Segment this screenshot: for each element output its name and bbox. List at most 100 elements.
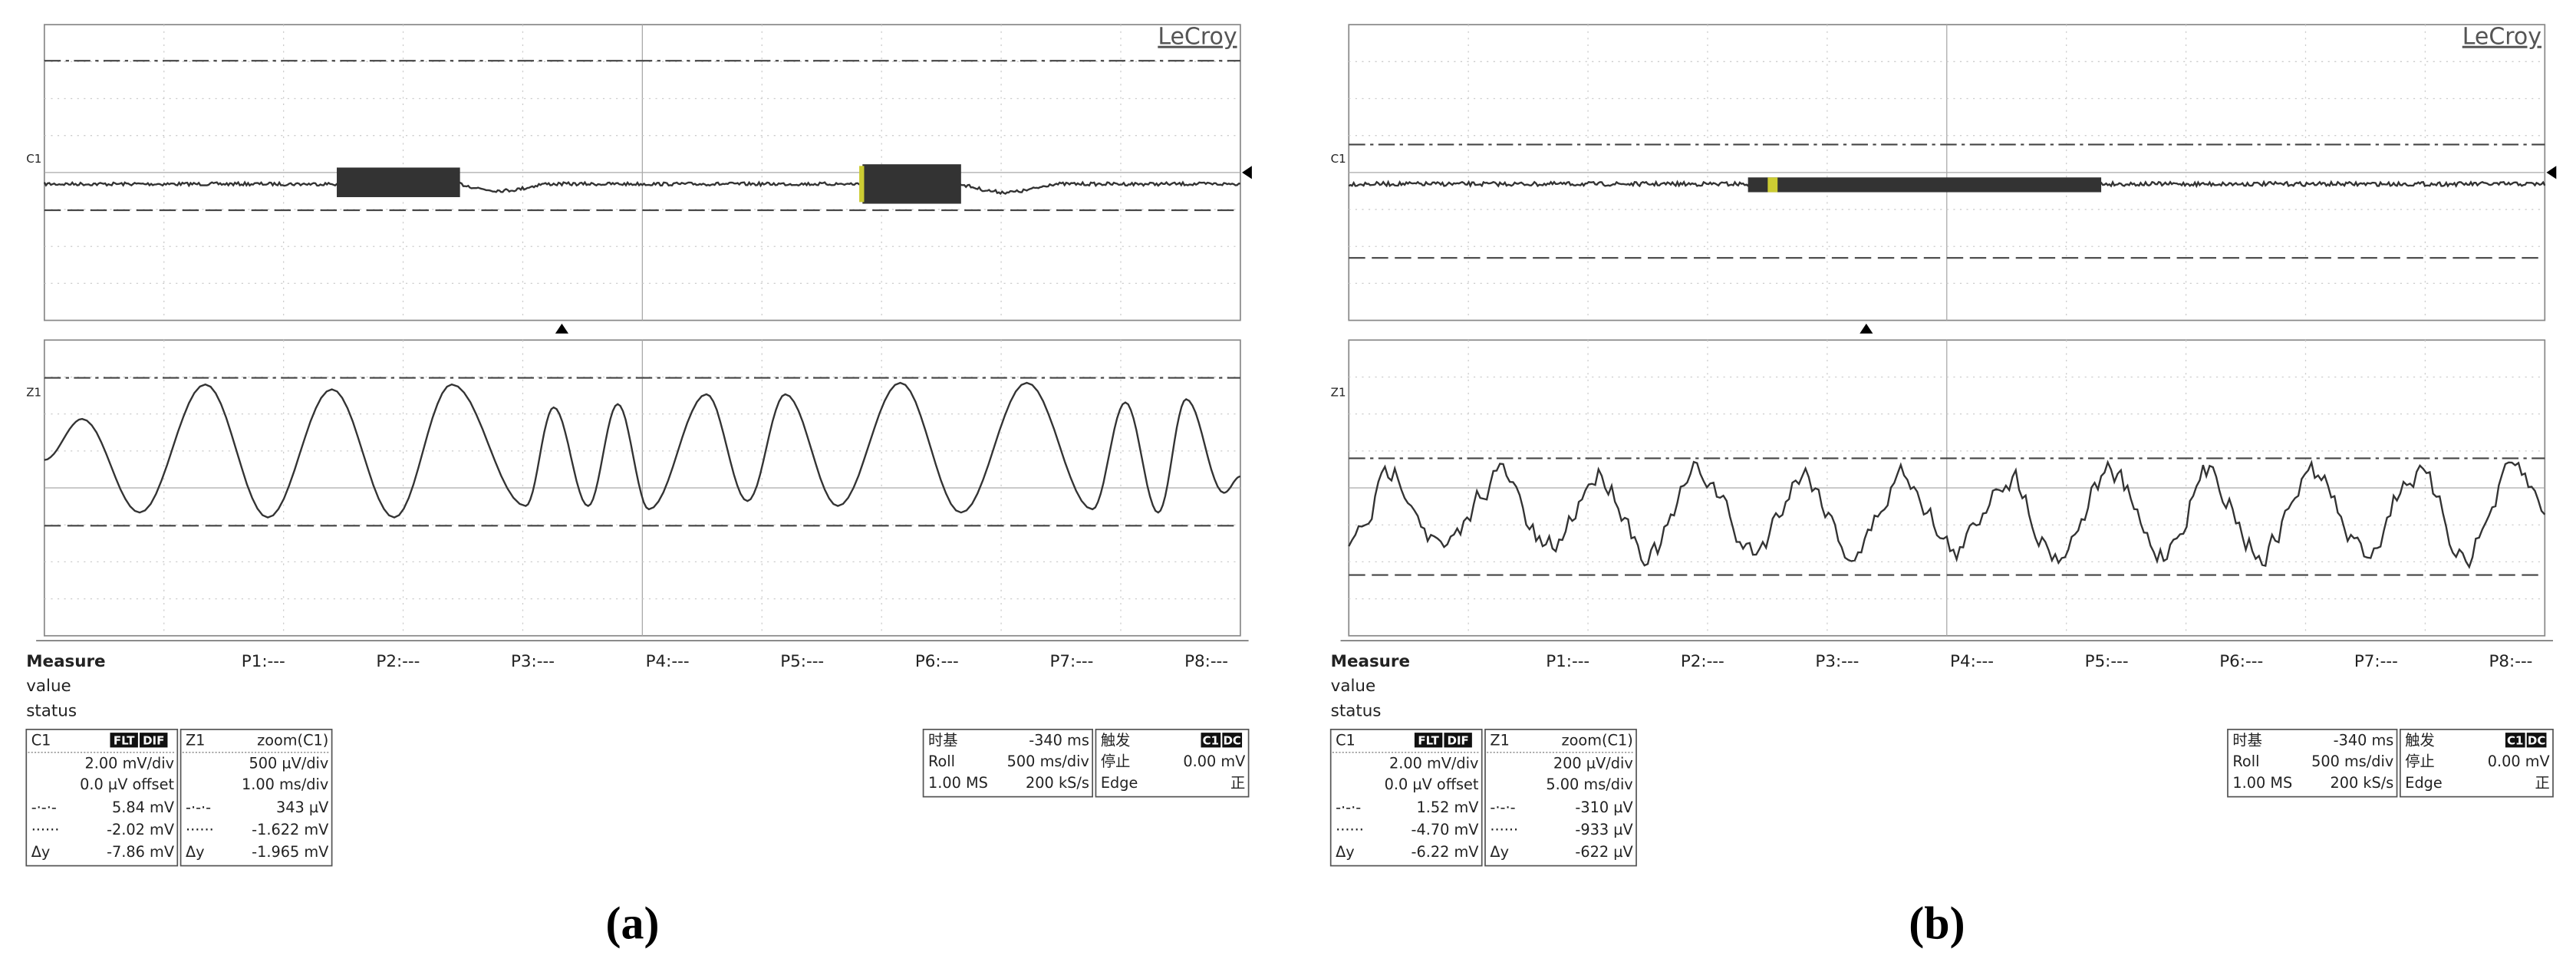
trigger-row-value: 0.00 mV bbox=[2488, 753, 2551, 770]
cursor-value: 5.84 mV bbox=[112, 799, 175, 816]
upper-trace bbox=[43, 180, 1241, 196]
zoom-source: zoom(C1) bbox=[257, 731, 328, 749]
cursor-marker: Δy bbox=[186, 843, 205, 861]
measure-param: P6:--- bbox=[2219, 652, 2263, 671]
cursor-marker: Δy bbox=[1336, 843, 1355, 861]
cursor-value: -7.86 mV bbox=[107, 843, 175, 861]
level-marker bbox=[1242, 166, 1252, 180]
cursor-value: -1.622 mV bbox=[252, 821, 329, 838]
lower-trace bbox=[1348, 460, 2546, 569]
measure-row-label: value bbox=[26, 677, 71, 696]
cursor-marker: ······ bbox=[31, 821, 60, 838]
cursor-value: -2.02 mV bbox=[107, 821, 175, 838]
burst bbox=[1748, 177, 2102, 193]
lower-trace bbox=[44, 381, 1241, 519]
timebase-value: 500 ms/div bbox=[2311, 753, 2393, 770]
zoom-marker bbox=[859, 166, 865, 203]
trigger-row-label: Edge bbox=[1101, 774, 1138, 792]
measure-param: P2:--- bbox=[1681, 652, 1724, 671]
burst bbox=[337, 167, 460, 197]
trigger-label: 触发 bbox=[2405, 731, 2435, 749]
measure-row-label: status bbox=[26, 701, 77, 720]
timebase-label: 时基 bbox=[928, 731, 958, 749]
box-name: C1 bbox=[31, 731, 51, 749]
timebase-label: 1.00 MS bbox=[2232, 774, 2292, 792]
trigger-row-value: 正 bbox=[2535, 774, 2549, 792]
offset: 0.0 µV offset bbox=[1385, 776, 1479, 793]
box-name: C1 bbox=[1336, 731, 1356, 749]
timebase-label: 时基 bbox=[2232, 731, 2262, 749]
badge-text: DIF bbox=[143, 733, 164, 747]
scale: 200 µV/div bbox=[1553, 754, 1633, 772]
timescale: 5.00 ms/div bbox=[1546, 776, 1632, 793]
measure-param: P8:--- bbox=[2489, 652, 2532, 671]
cursor-marker: Δy bbox=[1490, 843, 1509, 861]
badge bbox=[110, 733, 138, 748]
zoom-source: zoom(C1) bbox=[1562, 731, 1633, 749]
cursor-marker: -·-·- bbox=[31, 799, 57, 816]
cursor-value: -310 µV bbox=[1575, 799, 1633, 816]
trigger-row-label: Edge bbox=[2405, 774, 2442, 792]
measure-title: Measure bbox=[1331, 652, 1410, 671]
cursor-value: -622 µV bbox=[1575, 843, 1633, 861]
measure-param: P4:--- bbox=[646, 652, 690, 671]
timebase-label: 1.00 MS bbox=[928, 774, 988, 792]
measure-param: P3:--- bbox=[1815, 652, 1859, 671]
brand: LeCroy bbox=[2462, 24, 2541, 51]
measure-param: P6:--- bbox=[915, 652, 959, 671]
badge-text: C1 bbox=[1203, 733, 1219, 747]
timebase-label: Roll bbox=[928, 753, 955, 770]
caption: (b) bbox=[1909, 898, 1965, 949]
badge-text: DC bbox=[2528, 733, 2545, 747]
measure-param: P1:--- bbox=[1546, 652, 1589, 671]
badge bbox=[1444, 733, 1472, 748]
cursor-value: -6.22 mV bbox=[1412, 843, 1480, 861]
measure-param: P4:--- bbox=[1950, 652, 1994, 671]
badge-text: DC bbox=[1223, 733, 1240, 747]
timebase-value: 200 kS/s bbox=[1026, 774, 1089, 792]
cursor-marker: Δy bbox=[31, 843, 51, 861]
measure-param: P7:--- bbox=[1049, 652, 1093, 671]
trigger-row-value: 0.00 mV bbox=[1183, 753, 1246, 770]
measure-row-label: value bbox=[1331, 677, 1375, 696]
scale: 500 µV/div bbox=[249, 754, 329, 772]
box-name: Z1 bbox=[1490, 731, 1509, 749]
badge-text: C1 bbox=[2507, 733, 2523, 747]
badge-text: DIF bbox=[1448, 733, 1469, 747]
timebase-value: 500 ms/div bbox=[1007, 753, 1089, 770]
brand: LeCroy bbox=[1158, 24, 1237, 51]
trigger-row-label: 停止 bbox=[2405, 753, 2435, 770]
trigger-marker bbox=[555, 323, 568, 334]
trigger-row-label: 停止 bbox=[1101, 753, 1131, 770]
channel-label: Z1 bbox=[26, 385, 41, 399]
cursor-marker: -·-·- bbox=[1336, 799, 1361, 816]
level-marker bbox=[2546, 166, 2557, 180]
channel-label: C1 bbox=[1331, 152, 1346, 166]
badge bbox=[2526, 733, 2547, 748]
cursor-marker: ······ bbox=[1336, 821, 1364, 838]
cursor-marker: ······ bbox=[186, 821, 214, 838]
box-name: Z1 bbox=[186, 731, 205, 749]
cursor-value: 343 µV bbox=[276, 799, 329, 816]
channel-label: C1 bbox=[26, 152, 41, 166]
timebase-value: 200 kS/s bbox=[2330, 774, 2393, 792]
measure-title: Measure bbox=[26, 652, 105, 671]
measure-param: P7:--- bbox=[2354, 652, 2398, 671]
timebase-label: Roll bbox=[2232, 753, 2259, 770]
badge bbox=[1414, 733, 1443, 748]
info-box bbox=[2227, 728, 2398, 798]
measure-param: P1:--- bbox=[242, 652, 285, 671]
scale: 2.00 mV/div bbox=[1389, 754, 1478, 772]
trigger-row-value: 正 bbox=[1230, 774, 1245, 792]
trigger-label: 触发 bbox=[1101, 731, 1131, 749]
measure-row-label: status bbox=[1331, 701, 1382, 720]
cursor-value: -933 µV bbox=[1575, 821, 1633, 838]
measure-param: P5:--- bbox=[780, 652, 824, 671]
measure-param: P5:--- bbox=[2085, 652, 2129, 671]
cursor-marker: ······ bbox=[1490, 821, 1518, 838]
offset: 0.0 µV offset bbox=[80, 776, 174, 793]
cursor-marker: -·-·- bbox=[1490, 799, 1515, 816]
badge bbox=[1222, 733, 1243, 748]
